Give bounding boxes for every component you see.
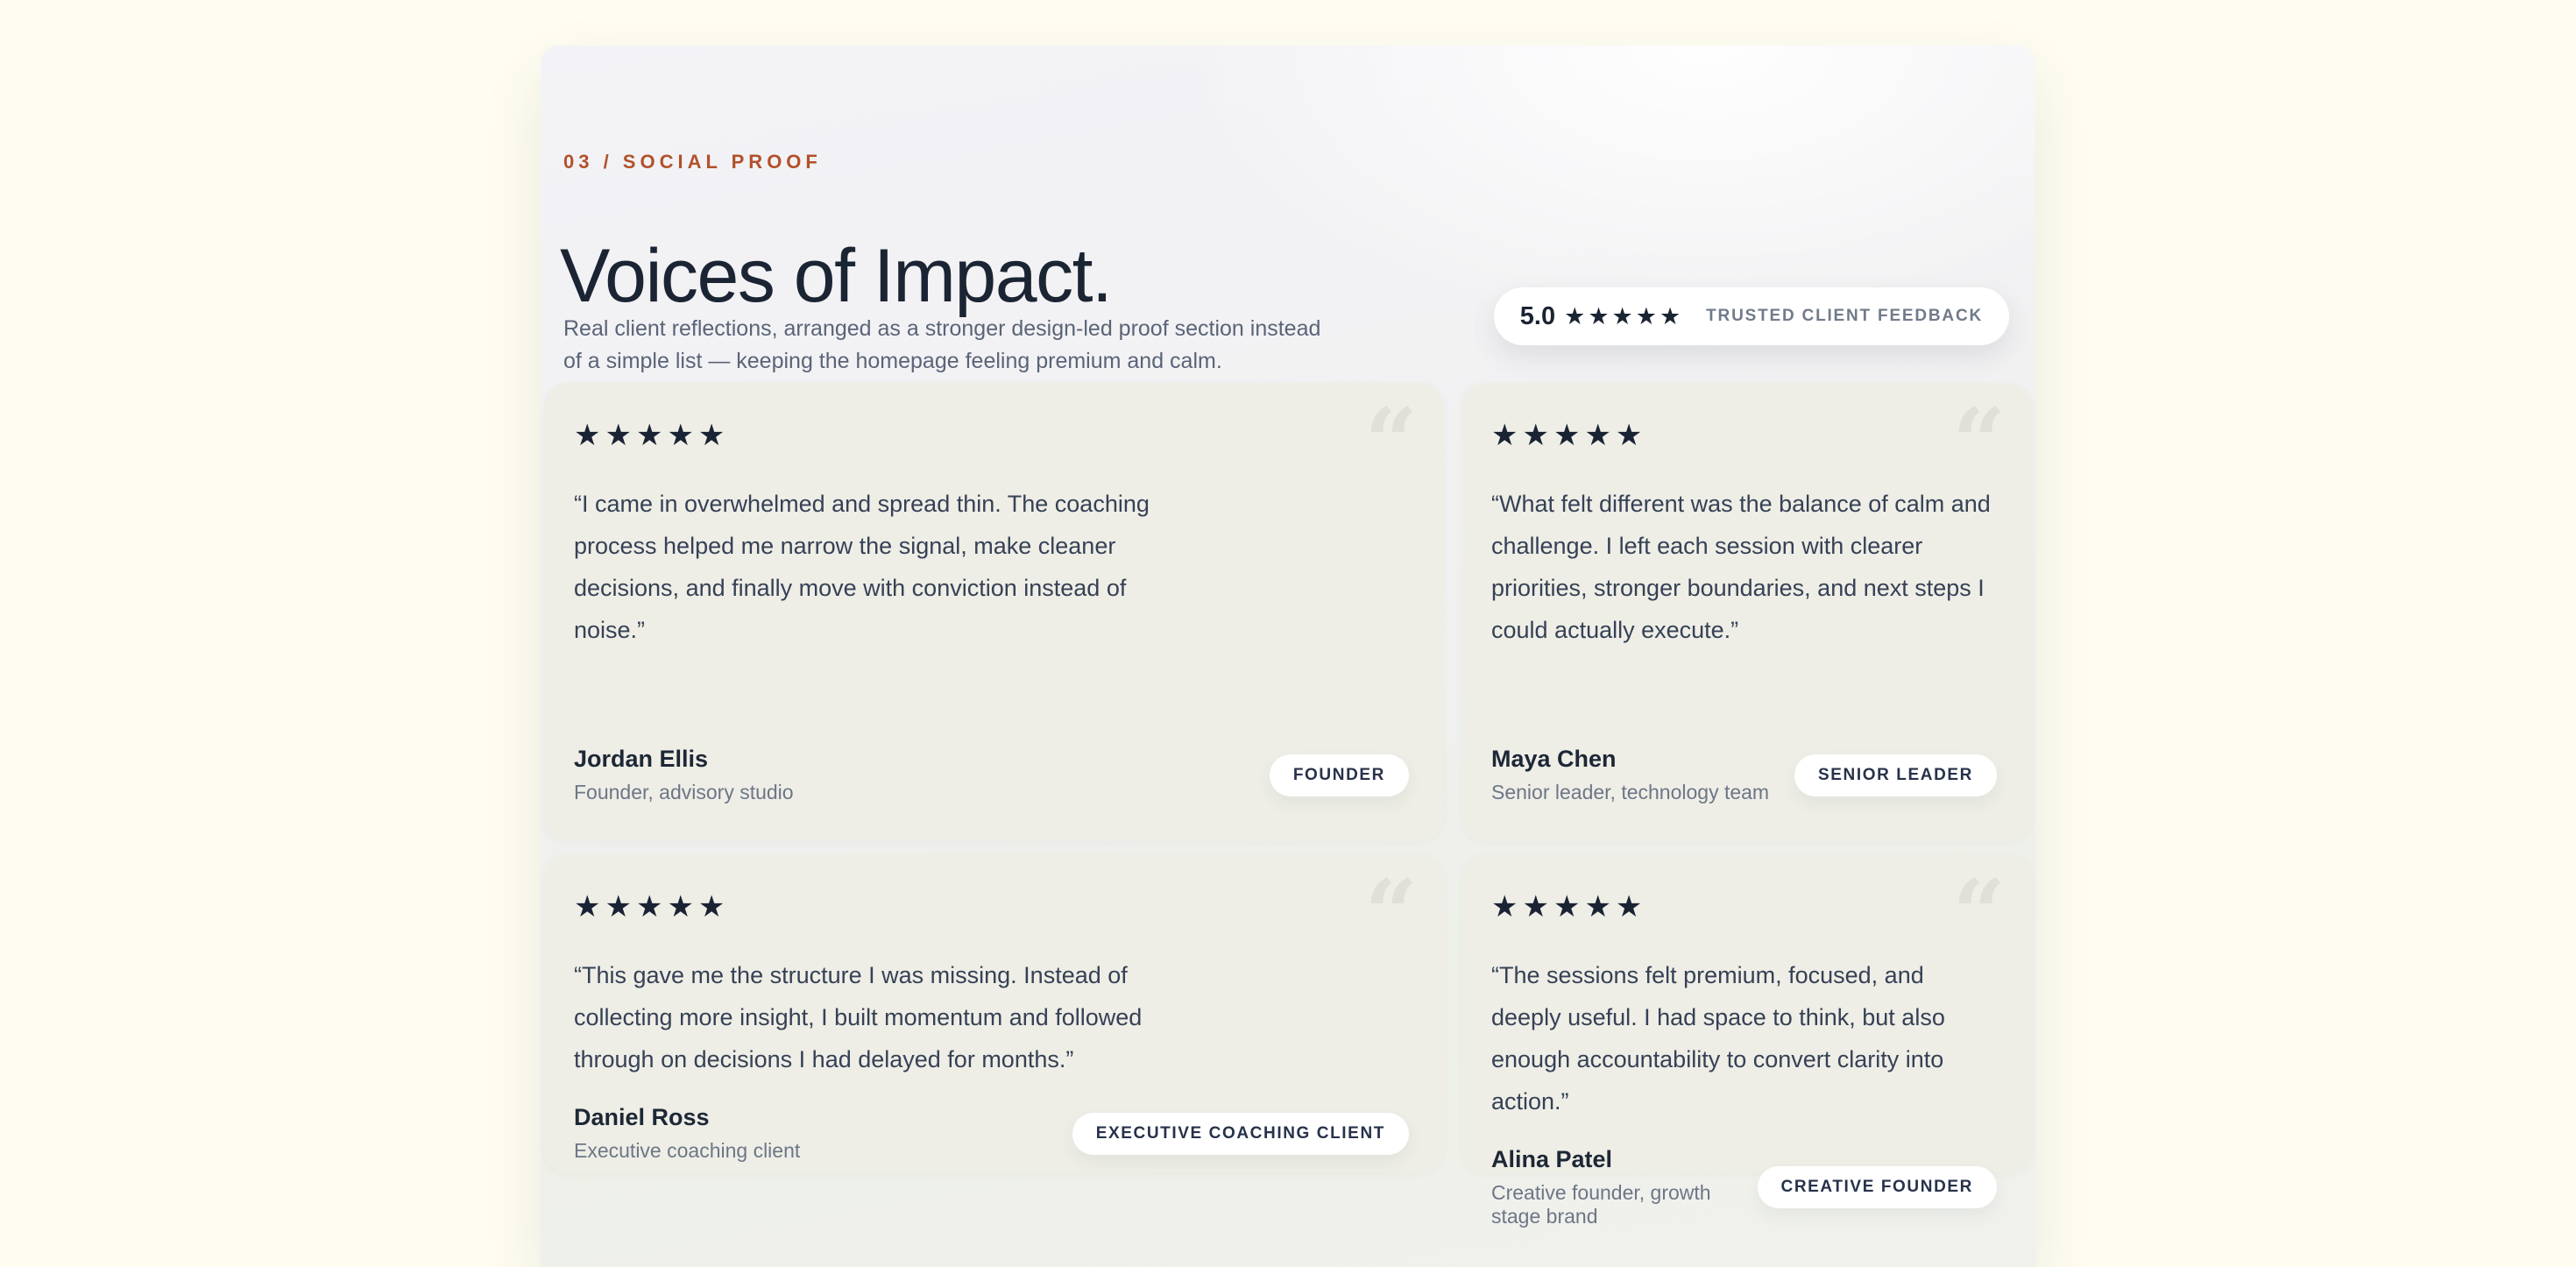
role-badge: EXECUTIVE COACHING CLIENT: [1072, 1112, 1409, 1155]
role-badge: SENIOR LEADER: [1794, 754, 1997, 796]
social-proof-section-panel: 03 / SOCIAL PROOF Voices of Impact. Real…: [541, 46, 2035, 1267]
author-block: Daniel Ross Executive coaching client: [574, 1104, 800, 1163]
testimonial-footer: Daniel Ross Executive coaching client EX…: [574, 1104, 1409, 1163]
rating-score: 5.0: [1519, 301, 1556, 330]
testimonial-card-daniel-ross: “ ★★★★★ “This gave me the structure I wa…: [544, 854, 1444, 1173]
author-role: Senior leader, technology team: [1491, 781, 1770, 803]
role-badge: FOUNDER: [1269, 754, 1409, 796]
author-name: Alina Patel: [1491, 1146, 1613, 1172]
star-rating: ★★★★★: [574, 419, 730, 452]
star-rating: ★★★★★: [574, 890, 730, 924]
section-title: Voices of Impact.: [560, 233, 1113, 318]
rating-badge: 5.0 ★★★★★ TRUSTED CLIENT FEEDBACK: [1493, 287, 2009, 345]
author-block: Jordan Ellis Founder, advisory studio: [574, 746, 794, 804]
testimonial-footer: Alina Patel Creative founder, growth sta…: [1491, 1146, 1997, 1228]
author-name: Daniel Ross: [574, 1104, 710, 1130]
author-name: Maya Chen: [1491, 746, 1617, 772]
testimonial-footer: Maya Chen Senior leader, technology team…: [1491, 746, 1997, 804]
testimonial-card-alina-patel: “ ★★★★★ “The sessions felt premium, focu…: [1461, 854, 2032, 1228]
star-rating: ★★★★★: [1491, 890, 1647, 924]
testimonial-quote: “The sessions felt premium, focused, and…: [1491, 962, 1945, 1115]
testimonials-grid: “ ★★★★★ “I came in overwhelmed and sprea…: [544, 383, 2032, 1228]
author-role: Executive coaching client: [574, 1139, 801, 1162]
testimonial-quote: “I came in overwhelmed and spread thin. …: [574, 491, 1150, 643]
section-subtitle: Real client reflections, arranged as a s…: [563, 316, 1321, 373]
author-role: Creative founder, growth stage brand: [1491, 1181, 1711, 1228]
author-block: Alina Patel Creative founder, growth sta…: [1491, 1146, 1758, 1228]
testimonial-card-maya-chen: “ ★★★★★ “What felt different was the bal…: [1461, 383, 2032, 841]
testimonial-quote: “What felt different was the balance of …: [1491, 491, 1991, 643]
role-badge: CREATIVE FOUNDER: [1757, 1166, 1997, 1208]
author-block: Maya Chen Senior leader, technology team: [1491, 746, 1769, 804]
star-rating: ★★★★★: [1491, 419, 1647, 452]
testimonial-card-jordan-ellis: “ ★★★★★ “I came in overwhelmed and sprea…: [544, 383, 1444, 841]
testimonial-footer: Jordan Ellis Founder, advisory studio FO…: [574, 746, 1409, 804]
testimonial-quote: “This gave me the structure I was missin…: [574, 962, 1143, 1072]
rating-label: TRUSTED CLIENT FEEDBACK: [1706, 307, 1983, 325]
author-name: Jordan Ellis: [574, 746, 709, 772]
author-role: Founder, advisory studio: [574, 781, 794, 803]
star-rating-icon: ★★★★★: [1564, 302, 1684, 329]
section-eyebrow: 03 / SOCIAL PROOF: [563, 151, 822, 173]
